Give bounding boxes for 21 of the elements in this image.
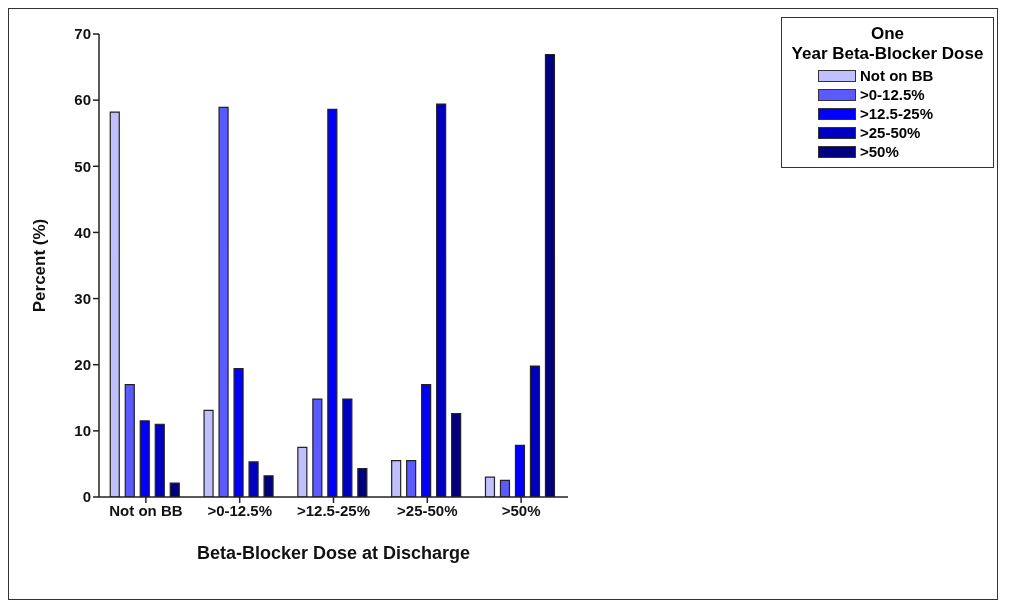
y-tick-label: 10 bbox=[74, 422, 91, 440]
y-axis-title: Percent (%) bbox=[30, 218, 50, 313]
x-tick-label: >25-50% bbox=[397, 501, 458, 519]
x-tick-label: Not on BB bbox=[109, 501, 183, 519]
x-tick-label: >50% bbox=[501, 501, 541, 519]
y-tick-label: 40 bbox=[74, 223, 91, 241]
legend-label: >0-12.5% bbox=[860, 85, 925, 104]
legend-label: >12.5-25% bbox=[860, 104, 933, 123]
legend-label: Not on BB bbox=[860, 66, 934, 85]
legend-label: >25-50% bbox=[860, 123, 921, 142]
y-tick-label: 0 bbox=[82, 488, 91, 506]
x-axis-title: Beta-Blocker Dose at Discharge bbox=[196, 543, 471, 563]
x-tick-label: >0-12.5% bbox=[207, 501, 273, 519]
y-tick-label: 20 bbox=[74, 356, 91, 374]
y-tick-label: 70 bbox=[74, 25, 91, 43]
y-tick-label: 60 bbox=[74, 91, 91, 109]
legend-title: One Year Beta-Blocker Dose bbox=[790, 24, 985, 64]
y-tick-label: 30 bbox=[74, 289, 91, 307]
legend-label: >50% bbox=[860, 142, 899, 161]
y-tick-label: 50 bbox=[74, 157, 91, 175]
x-tick-label: >12.5-25% bbox=[297, 501, 370, 519]
